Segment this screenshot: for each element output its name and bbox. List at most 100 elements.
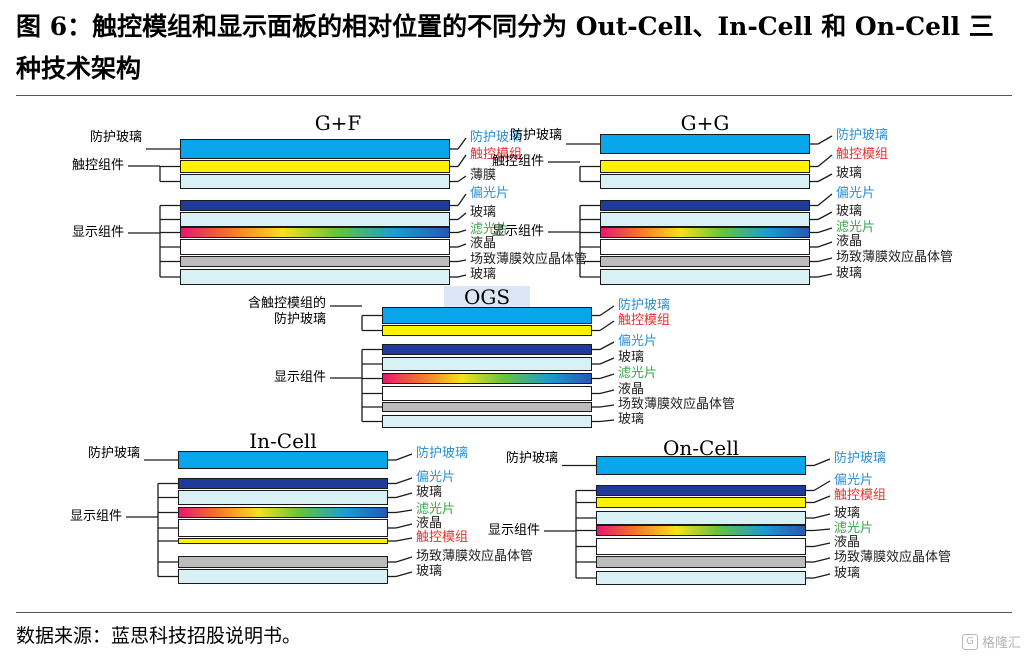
layer-film — [180, 174, 450, 189]
layer-label: 玻璃 — [834, 566, 861, 581]
group-label-line: 防护玻璃 — [273, 312, 326, 327]
group-label: 防护玻璃 — [505, 451, 558, 466]
group-label: 触控组件 — [71, 158, 124, 173]
layer-tft — [596, 556, 806, 568]
layer-tft — [382, 402, 592, 412]
layer-cover — [178, 451, 388, 469]
group-label: 显示组件 — [273, 370, 326, 385]
layer-label: 玻璃 — [618, 412, 645, 427]
layer-label: 防护玻璃 — [836, 128, 889, 143]
connector-lines-incell — [126, 453, 413, 578]
layer-label: 场致薄膜效应晶体管 — [416, 549, 534, 564]
layer-label: 偏光片 — [836, 186, 876, 201]
layer-label: 场致薄膜效应晶体管 — [618, 397, 736, 412]
diagram-title-gf: G+F — [314, 111, 362, 135]
layer-glass — [180, 269, 450, 285]
layer-label: 偏光片 — [618, 334, 658, 349]
layer-glass — [382, 357, 592, 371]
layer-glass — [600, 212, 810, 227]
figure-title: 图 6：触控模组和显示面板的相对位置的不同分为 Out-Cell、In-Cell… — [16, 12, 994, 83]
layer-glass — [178, 569, 388, 584]
layer-label: 防护玻璃 — [834, 451, 887, 466]
layer-label: 场致薄膜效应晶体管 — [470, 252, 588, 267]
layer-label: 偏光片 — [416, 470, 456, 485]
connector-lines-gf — [128, 137, 467, 278]
layer-tft — [180, 256, 450, 267]
diagram-title-oncell: On-Cell — [663, 436, 739, 460]
layer-filter — [178, 507, 388, 518]
layer-label: 玻璃 — [836, 266, 863, 281]
watermark: G 格隆汇 — [961, 632, 1021, 651]
layer-label: 场致薄膜效应晶体管 — [836, 250, 954, 265]
layer-tft — [600, 256, 810, 267]
layer-label: 玻璃 — [470, 267, 497, 282]
layer-polarizer — [180, 200, 450, 211]
stack-diagram-ogs: OGS 防护玻璃 触控模组 偏光片 玻璃 滤光片 液晶 场致薄膜效应晶体管 玻璃 含触控模组的 防护… — [230, 286, 770, 438]
layer-sensor — [596, 497, 806, 508]
group-label: 防护玻璃 — [89, 130, 142, 145]
layer-cover — [600, 134, 810, 154]
layer-polarizer — [596, 485, 806, 496]
layer-cover — [382, 307, 592, 324]
layer-label: 玻璃 — [834, 506, 861, 521]
layer-label: 液晶 — [416, 516, 443, 531]
layer-polarizer — [178, 478, 388, 489]
layer-label: 玻璃 — [618, 350, 645, 365]
layer-label: 场致薄膜效应晶体管 — [834, 550, 952, 565]
layer-glass — [600, 269, 810, 285]
layer-label: 防护玻璃 — [416, 446, 469, 461]
layer-label: 玻璃 — [416, 564, 443, 579]
layer-label: 偏光片 — [834, 473, 874, 488]
layer-cover — [180, 139, 450, 159]
watermark-text: 格隆汇 — [981, 636, 1021, 651]
connector-lines-gg — [548, 135, 833, 278]
layer-label: 液晶 — [834, 535, 861, 550]
layer-label: 触控模组 — [470, 147, 523, 162]
layer-label: 触控模组 — [416, 530, 469, 545]
layer-glass — [382, 415, 592, 428]
layer-filter — [180, 227, 450, 238]
stack-diagram-oncell: On-Cell 防护玻璃 偏光片 触控模组 玻璃 滤光片 液晶 场致薄膜效应晶体管 玻璃 防护玻璃… — [470, 437, 1010, 597]
group-label: 显示组件 — [71, 225, 124, 240]
layer-glass — [178, 490, 388, 505]
layer-sensor — [180, 160, 450, 173]
layer-glass — [596, 571, 806, 585]
layer-label: 触控模组 — [834, 488, 887, 503]
layer-polarizer — [600, 200, 810, 211]
layer-label: 滤光片 — [416, 502, 456, 517]
layer-lc — [180, 239, 450, 255]
layer-label: 滤光片 — [834, 521, 874, 536]
stack-diagram-gf: G+F 防护玻璃 触控模组 薄膜 偏光片 玻璃 滤光片 液晶 场致薄膜效应晶体管 玻璃 防护玻璃 触控… — [60, 111, 587, 292]
layer-filter — [596, 525, 806, 536]
top-rule — [16, 95, 1012, 96]
group-label: 显示组件 — [491, 224, 544, 239]
group-label: 显示组件 — [69, 509, 122, 524]
layer-label: 薄膜 — [470, 168, 497, 183]
layer-polarizer — [382, 344, 592, 355]
diagram-title-incell: In-Cell — [249, 429, 317, 453]
group-label-line: 含触控模组的 — [247, 296, 326, 311]
layer-sensor — [600, 160, 810, 173]
layer-label: 防护玻璃 — [618, 298, 671, 313]
group-label: 触控组件 — [491, 154, 544, 169]
layer-lc — [382, 386, 592, 401]
layer-label: 液晶 — [836, 234, 863, 249]
layer-filter — [382, 373, 592, 384]
group-label: 防护玻璃 — [509, 128, 562, 143]
layer-label: 玻璃 — [470, 205, 497, 220]
layer-lc — [178, 519, 388, 537]
layer-label: 玻璃 — [416, 485, 443, 500]
layer-label: 防护玻璃 — [470, 130, 523, 145]
layer-glass — [596, 511, 806, 525]
layer-glass — [180, 212, 450, 227]
layer-sensor — [382, 325, 592, 336]
layer-label: 液晶 — [618, 382, 645, 397]
diagram-title-ogs: OGS — [444, 286, 530, 308]
layer-lc — [596, 538, 806, 555]
connector-lines-oncell — [544, 458, 831, 579]
layer-tft — [178, 556, 388, 568]
layer-label: 滤光片 — [470, 222, 510, 237]
source-note: 数据来源：蓝思科技招股说明书。 — [16, 625, 302, 647]
layer-label: 偏光片 — [470, 186, 510, 201]
stack-diagram-incell: In-Cell 防护玻璃 偏光片 玻璃 滤光片 液晶 触控模组 场致薄膜效应晶体管 玻璃 防护玻璃… — [60, 430, 580, 590]
